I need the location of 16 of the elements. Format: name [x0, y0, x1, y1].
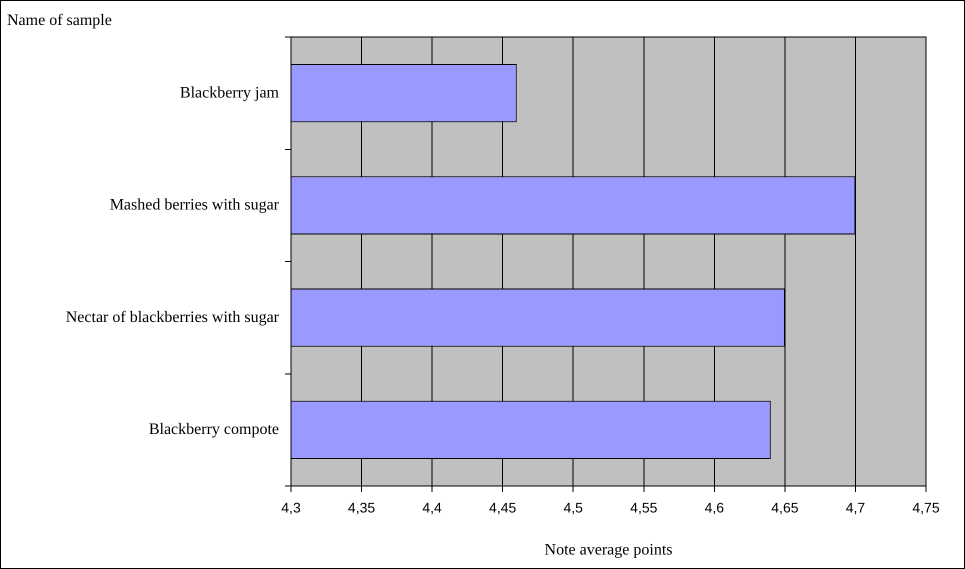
y-tick-label: Nectar of blackberries with sugar [66, 308, 280, 326]
x-tick-label: 4,65 [771, 499, 799, 516]
y-tick-label: Blackberry jam [180, 84, 280, 102]
x-tick-label: 4,35 [348, 499, 376, 516]
x-tick-label: 4,5 [563, 499, 584, 516]
x-axis-title: Note average points [544, 542, 672, 559]
x-tick-label: 4,75 [912, 499, 940, 516]
y-tick-label: Blackberry compote [148, 421, 279, 438]
y-axis-title: Name of sample [7, 12, 112, 30]
x-tick-label: 4,45 [489, 499, 517, 516]
y-tick-label: Mashed berries with sugar [110, 196, 280, 214]
x-tick-label: 4,3 [281, 499, 301, 516]
x-tick-label: 4,6 [704, 499, 724, 516]
x-tick-label: 4,55 [630, 499, 658, 516]
x-tick-label: 4,7 [846, 499, 866, 516]
x-tick-label: 4,4 [422, 499, 442, 516]
